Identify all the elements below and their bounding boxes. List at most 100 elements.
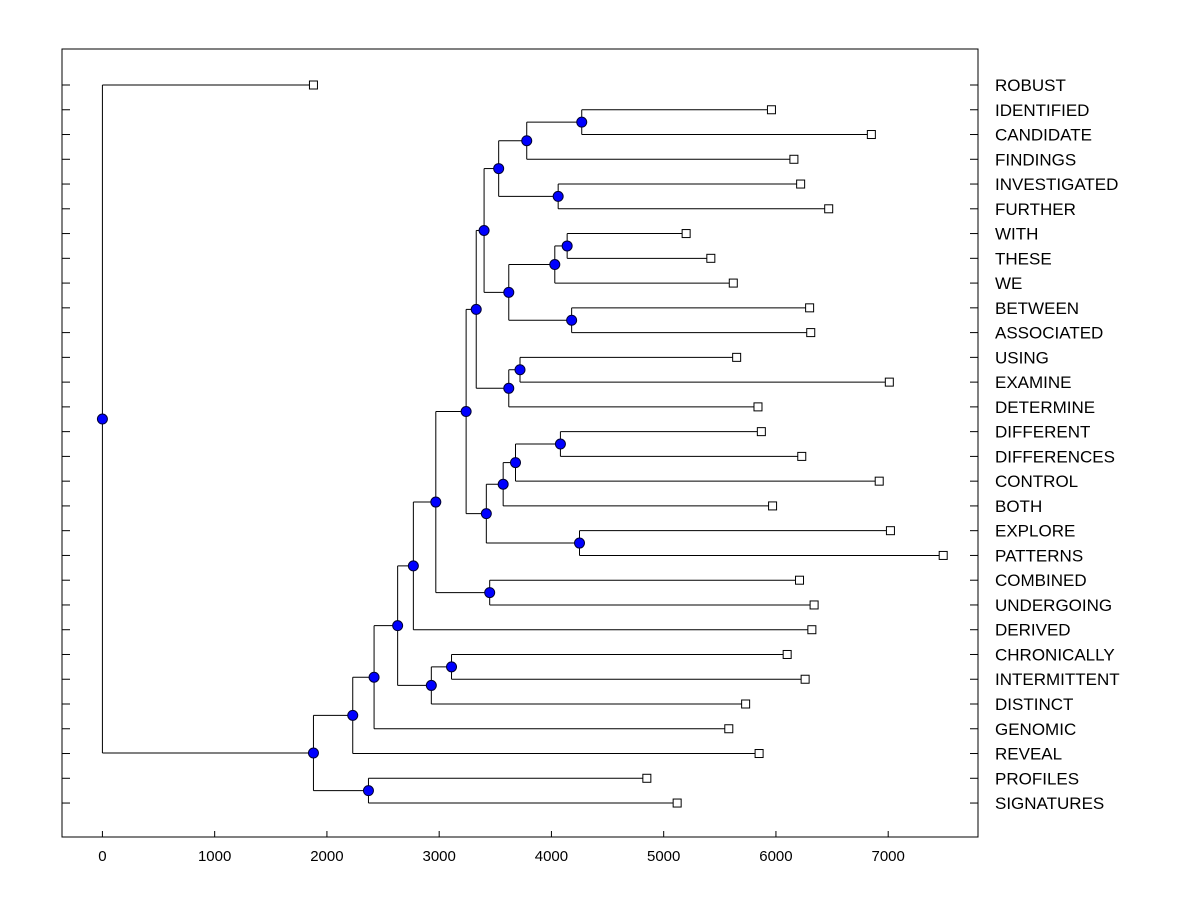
leaf-marker [789, 154, 799, 164]
leaf-marker [308, 80, 318, 90]
leaf-marker [732, 352, 742, 362]
leaf-marker [866, 130, 876, 140]
x-tick-label: 5000 [647, 848, 680, 865]
plot-frame [61, 48, 979, 838]
leaf-label: UNDERGOING [995, 596, 1112, 615]
leaf-label: FINDINGS [995, 150, 1076, 169]
leaf-marker [768, 501, 778, 511]
leaf-label: DETERMINE [995, 398, 1095, 417]
leaf-label: BOTH [995, 497, 1042, 516]
merge-node [307, 747, 319, 759]
x-tick-label: 7000 [872, 848, 905, 865]
leaf-label: COMBINED [995, 571, 1087, 590]
x-tick-label: 1000 [198, 848, 231, 865]
leaf-marker [672, 798, 682, 808]
x-tick-label: 3000 [422, 848, 455, 865]
leaf-marker [766, 105, 776, 115]
leaf-marker [824, 204, 834, 214]
leaf-label: WE [995, 274, 1022, 293]
leaf-labels: ROBUST IDENTIFIED CANDIDATE FINDINGS INVESTI… [995, 76, 1120, 813]
x-tick-label: 2000 [310, 848, 343, 865]
leaf-marker [884, 377, 894, 387]
leaf-marker [885, 526, 895, 536]
merge-node [478, 224, 490, 236]
leaf-marker [800, 674, 810, 684]
leaf-marker [728, 278, 738, 288]
leaf-ticks [62, 84, 978, 804]
leaf-marker [753, 402, 763, 412]
merge-node [552, 190, 564, 202]
leaf-label: DIFFERENT [995, 423, 1090, 442]
merge-node [573, 537, 585, 549]
merge-node [576, 116, 588, 128]
leaf-marker [797, 451, 807, 461]
leaf-marker [642, 773, 652, 783]
merge-node [561, 240, 573, 252]
x-axis-ticks: 0 1000 2000 3000 4000 5000 6000 7000 [98, 831, 905, 865]
node-markers [96, 116, 588, 797]
x-tick-label: 4000 [535, 848, 568, 865]
merge-node [368, 671, 380, 683]
merge-node [521, 135, 533, 147]
merge-node [407, 560, 419, 572]
leaf-marker [754, 749, 764, 759]
leaf-label: INTERMITTENT [995, 670, 1120, 689]
merge-node [549, 259, 561, 271]
merge-node [554, 438, 566, 450]
leaf-label: GENOMIC [995, 720, 1076, 739]
merge-node [347, 709, 359, 721]
leaf-marker [681, 229, 691, 239]
x-tick-label: 0 [98, 848, 106, 865]
leaf-marker [806, 328, 816, 338]
leaf-marker [809, 600, 819, 610]
leaf-marker [796, 179, 806, 189]
merge-node [497, 478, 509, 490]
leaf-label: PATTERNS [995, 546, 1083, 565]
leaf-label: FURTHER [995, 200, 1076, 219]
merge-node [503, 286, 515, 298]
leaf-marker [874, 476, 884, 486]
leaf-label: DISTINCT [995, 695, 1073, 714]
x-tick-label: 6000 [759, 848, 792, 865]
dendrogram-links [101, 84, 944, 804]
leaf-marker [938, 550, 948, 560]
leaf-label: PROFILES [995, 769, 1079, 788]
merge-node [510, 457, 522, 469]
leaf-marker [782, 649, 792, 659]
merge-node [430, 496, 442, 508]
leaf-label: WITH [995, 225, 1038, 244]
merge-node [493, 163, 505, 175]
leaf-label: SIGNATURES [995, 794, 1104, 813]
merge-node [96, 413, 108, 425]
merge-node [514, 364, 526, 376]
merge-node [460, 406, 472, 418]
leaf-label: THESE [995, 249, 1052, 268]
leaf-marker [795, 575, 805, 585]
leaf-label: CONTROL [995, 472, 1078, 491]
leaf-label: CANDIDATE [995, 126, 1092, 145]
merge-node [480, 508, 492, 520]
merge-node [392, 620, 404, 632]
leaf-label: CHRONICALLY [995, 645, 1115, 664]
merge-node [484, 587, 496, 599]
leaf-marker [805, 303, 815, 313]
leaf-marker [706, 253, 716, 263]
leaf-label: DIFFERENCES [995, 447, 1115, 466]
leaf-label: ROBUST [995, 76, 1066, 95]
leaf-label: IDENTIFIED [995, 101, 1089, 120]
leaf-marker [724, 724, 734, 734]
leaf-label: EXAMINE [995, 373, 1072, 392]
leaf-markers [308, 80, 948, 808]
leaf-label: EXPLORE [995, 522, 1075, 541]
leaf-label: USING [995, 348, 1049, 367]
leaf-label: ASSOCIATED [995, 324, 1103, 343]
leaf-label: BETWEEN [995, 299, 1079, 318]
merge-node [503, 382, 515, 394]
merge-node [425, 679, 437, 691]
merge-node [362, 785, 374, 797]
merge-node [566, 314, 578, 326]
leaf-marker [807, 625, 817, 635]
leaf-marker [741, 699, 751, 709]
leaf-label: INVESTIGATED [995, 175, 1118, 194]
